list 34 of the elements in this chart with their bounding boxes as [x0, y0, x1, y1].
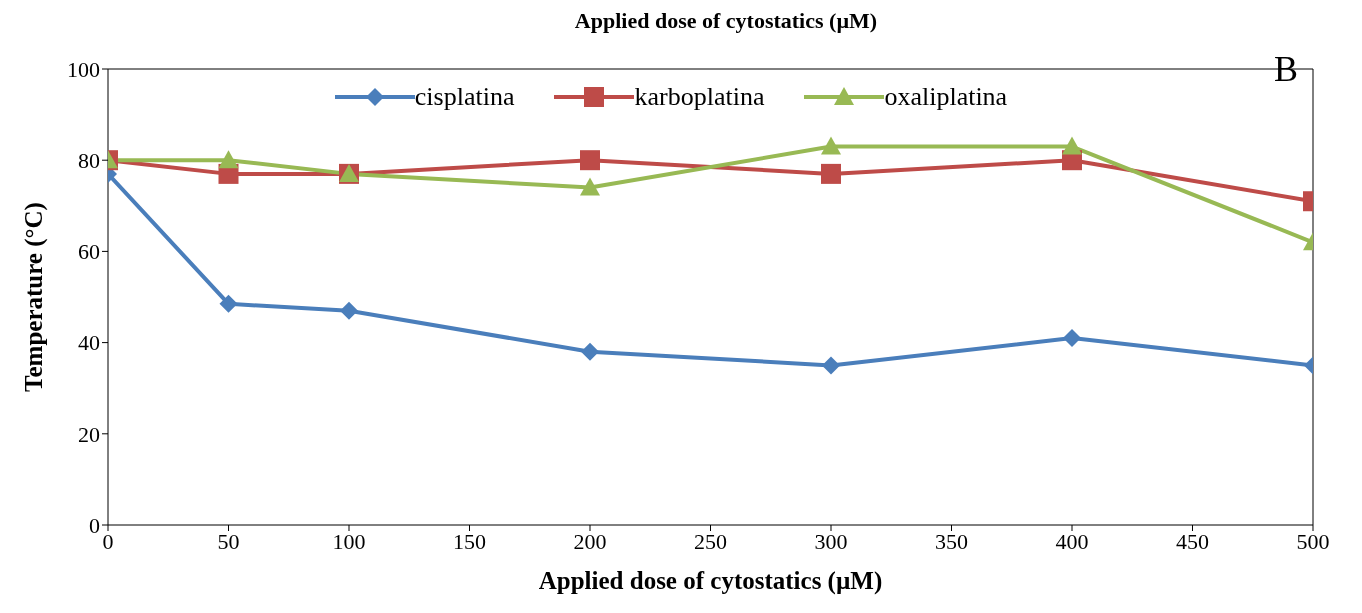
point	[821, 163, 841, 184]
y-axis-title: Temperature (°C)	[19, 202, 48, 392]
y-tick-label: 60	[78, 239, 100, 265]
x-tick-label: 250	[694, 528, 727, 554]
x-tick-label: 50	[217, 528, 240, 554]
annotation: B	[1273, 48, 1298, 90]
point	[340, 301, 358, 320]
point	[580, 177, 600, 196]
y-tick-label: 100	[67, 56, 100, 82]
x-tick-label: 350	[935, 528, 968, 554]
point	[581, 342, 599, 361]
x-tick-label: 300	[814, 528, 848, 554]
point	[219, 294, 238, 313]
y-tick-label: 80	[78, 148, 100, 174]
x-tick-label: 400	[1055, 528, 1089, 554]
x-axis-title: Applied dose of cytostatics (µM)	[538, 567, 883, 595]
y-tick-label: 20	[78, 421, 100, 447]
point	[218, 150, 239, 169]
chart-title: Applied dose of cytostatics (µM)	[573, 8, 879, 34]
legend-label: cisplatina	[414, 82, 515, 112]
point	[822, 356, 840, 375]
x-tick-label: 200	[573, 528, 607, 554]
y-tick-label: 0	[89, 512, 100, 538]
point	[1062, 136, 1082, 155]
y-tick-label: 40	[78, 330, 100, 356]
legend-label: karboplatina	[634, 82, 765, 112]
point	[580, 150, 600, 171]
point	[821, 136, 841, 155]
x-tick-label: 150	[453, 528, 486, 554]
x-tick-label: 500	[1296, 528, 1330, 554]
legend-label: oxaliplatina	[884, 82, 1008, 112]
x-tick-label: 450	[1176, 528, 1209, 554]
x-tick-label: 100	[332, 528, 366, 554]
point	[1063, 329, 1081, 348]
